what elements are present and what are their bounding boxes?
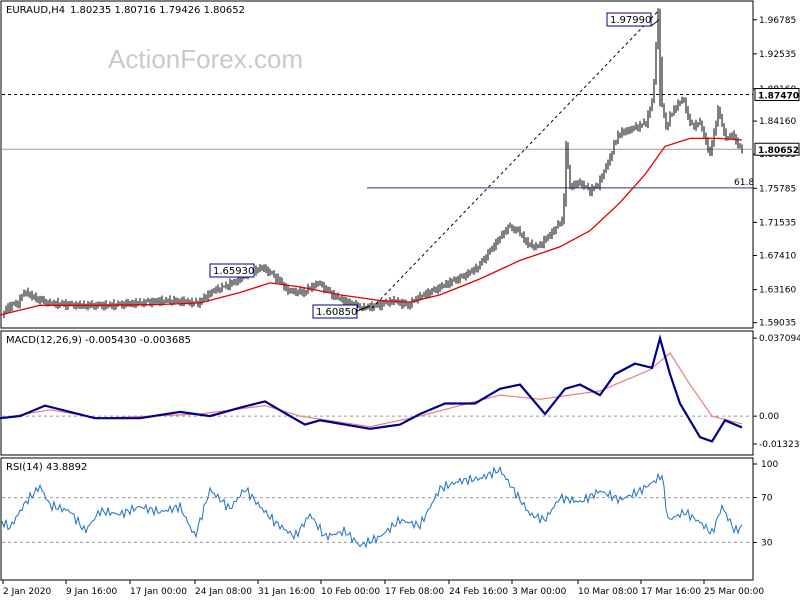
macd-panel-frame bbox=[0, 330, 754, 456]
fib-618-label: 61.8 bbox=[734, 178, 754, 188]
x-tick-label: 10 Feb 00:00 bbox=[321, 587, 380, 597]
price-tick-label: 1.63160 bbox=[759, 286, 796, 296]
chart-symbol: EURAUD,H4 bbox=[6, 5, 65, 16]
x-tick-label: 25 Mar 00:00 bbox=[704, 587, 764, 597]
x-tick-label: 17 Jan 00:00 bbox=[130, 587, 187, 597]
x-tick-label: 10 Mar 08:00 bbox=[578, 587, 638, 597]
rsi-panel-frame bbox=[0, 457, 754, 581]
x-tick-label: 3 Mar 00:00 bbox=[512, 587, 567, 597]
price-annotation-label: 1.60850 bbox=[316, 307, 357, 318]
watermark: ActionForex.com bbox=[108, 44, 303, 74]
price-tick-label: 1.67410 bbox=[759, 252, 796, 262]
rsi-tick-label: 70 bbox=[761, 494, 773, 504]
price-tick-label: 1.84160 bbox=[759, 117, 796, 127]
price-tick-label: 1.96785 bbox=[759, 16, 796, 26]
x-tick-label: 2 Jan 2020 bbox=[3, 587, 51, 597]
price-annotation-box bbox=[606, 12, 652, 27]
rsi-tick-label: 100 bbox=[761, 460, 778, 470]
price-annotation-box bbox=[312, 304, 358, 319]
price-tick-label: 1.59035 bbox=[759, 319, 796, 329]
macd-title: MACD(12,26,9) -0.005430 -0.003685 bbox=[6, 335, 191, 346]
rsi-line bbox=[1, 465, 743, 549]
x-tick-label: 17 Mar 16:00 bbox=[641, 587, 701, 597]
x-tick-label: 17 Feb 08:00 bbox=[385, 587, 444, 597]
level-tag bbox=[754, 88, 800, 102]
price-annotation-label: 1.97990 bbox=[610, 15, 651, 26]
price-tick-label: 1.71535 bbox=[759, 218, 796, 228]
macd-tick-label: 0.00 bbox=[759, 412, 779, 422]
chart-ohlc: 1.80235 1.80716 1.79426 1.80652 bbox=[70, 5, 245, 16]
price-tick-label: 1.75785 bbox=[759, 184, 796, 194]
level-tag-label: 1.80652 bbox=[758, 146, 799, 156]
rsi-panel: 100 70 30 bbox=[1, 460, 778, 549]
annotation-pointer bbox=[356, 305, 371, 312]
x-tick-label: 24 Jan 08:00 bbox=[195, 587, 252, 597]
annotation-pointer bbox=[650, 19, 660, 27]
macd-tick-label: 0.037094 bbox=[759, 334, 800, 344]
macd-line bbox=[0, 334, 743, 443]
fib-trend-line bbox=[371, 9, 660, 309]
level-tag bbox=[754, 142, 800, 156]
x-tick-label: 9 Jan 16:00 bbox=[66, 587, 118, 597]
price-annotation-label: 1.65930 bbox=[213, 266, 254, 277]
x-tick-label: 31 Jan 16:00 bbox=[258, 587, 315, 597]
moving-average-line bbox=[0, 137, 743, 316]
rsi-title: RSI(14) 43.8892 bbox=[6, 462, 87, 473]
level-tag-label: 1.87470 bbox=[758, 92, 799, 102]
rsi-tick-label: 30 bbox=[761, 538, 773, 548]
price-tick-label: 1.92535 bbox=[759, 50, 796, 60]
x-tick-label: 24 Feb 16:00 bbox=[449, 587, 508, 597]
axes: 2 Jan 2020 9 Jan 16:00 17 Jan 00:00 24 Jan … bbox=[2, 580, 764, 597]
price-annotation-box bbox=[209, 263, 255, 278]
price-panel: 1.967851.925351.881601.841601.800351.757… bbox=[0, 8, 800, 329]
price-panel-frame bbox=[0, 0, 754, 329]
